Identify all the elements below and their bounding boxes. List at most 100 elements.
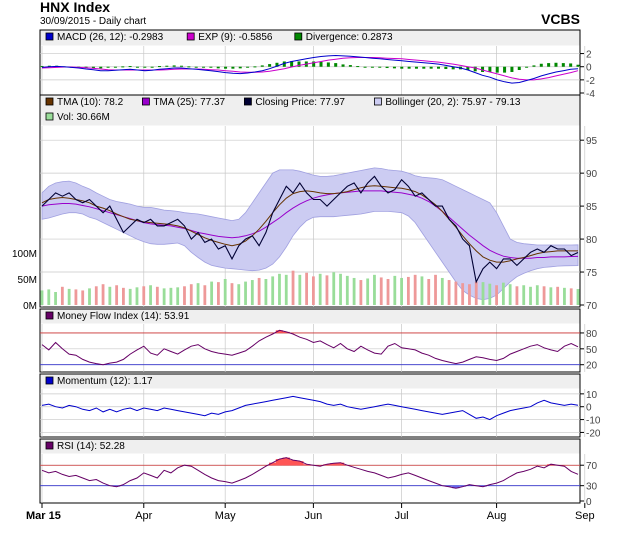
volume-bar — [400, 277, 403, 305]
rsi-overbought-fill — [282, 457, 290, 466]
volume-tick-label: 50M — [18, 275, 37, 286]
volume-bar — [162, 288, 166, 305]
macd-legend-label: MACD (26, 12): -0.2983 — [57, 32, 164, 43]
volume-bar — [318, 273, 322, 305]
divergence-bar — [334, 63, 338, 67]
price-legend-swatch — [141, 97, 150, 106]
x-tick-label: Jul — [395, 510, 409, 522]
volume-bar — [237, 284, 241, 305]
volume-bar — [203, 285, 207, 305]
rsi-overbought-fill — [289, 460, 297, 466]
volume-bar — [413, 274, 417, 305]
price-series-tma-10- — [41, 185, 578, 263]
rsi-legend-label: RSI (14): 52.28 — [57, 441, 125, 452]
volume-bar — [529, 286, 532, 305]
chart-title: HNX Index — [40, 0, 110, 15]
divergence-bar — [260, 65, 264, 67]
mfi-legend-swatch — [45, 311, 54, 320]
volume-bar — [142, 286, 146, 305]
panels: MACD (26, 12): -0.2983 EXP (9): -0.5856 Di… — [12, 29, 601, 508]
momentum-tick-label: 10 — [586, 390, 598, 401]
price-legend-label: Bollinger (20, 2): 75.97 - 79.13 — [385, 97, 521, 108]
divergence-bar — [407, 66, 411, 69]
divergence-bar — [297, 61, 301, 67]
volume-bar — [149, 285, 152, 305]
bollinger-band — [41, 167, 579, 301]
divergence-bar — [187, 66, 191, 68]
divergence-bar — [510, 66, 514, 72]
price-legend-label: Closing Price: 77.97 — [255, 97, 345, 108]
volume-bar — [88, 288, 91, 305]
price-tick-label: 75 — [586, 268, 598, 279]
volume-bar — [196, 283, 200, 305]
volume-bar — [74, 289, 78, 305]
divergence-bar — [150, 66, 154, 68]
volume-bar — [366, 278, 370, 305]
rsi-overbought-fill — [269, 462, 277, 466]
volume-bar — [386, 279, 390, 305]
rsi-oversold-fill — [458, 485, 467, 487]
divergence-bar — [290, 61, 294, 67]
divergence-bar — [157, 66, 161, 68]
volume-bar — [101, 284, 105, 305]
divergence-bar — [348, 65, 352, 67]
divergence-bar — [143, 66, 147, 68]
divergence-bar — [202, 66, 206, 68]
divergence-bar — [400, 66, 404, 69]
x-tick-label: Mar 15 — [26, 510, 61, 522]
volume-bar — [373, 274, 376, 305]
volume-bar — [434, 274, 437, 305]
macd-legend-label: EXP (9): -0.5856 — [198, 32, 273, 43]
divergence-bar — [532, 65, 536, 67]
macd-legend-label: Divergence: 0.2873 — [306, 32, 393, 43]
momentum-legend-label: Momentum (12): 1.17 — [57, 376, 153, 387]
volume-bar — [189, 284, 193, 305]
volume-bar — [115, 285, 119, 305]
volume-bar — [223, 279, 227, 305]
mfi-series-mfi — [41, 329, 579, 366]
volume-bar — [549, 287, 553, 305]
divergence-bar — [495, 66, 499, 73]
price-tick-label: 90 — [586, 169, 598, 180]
volume-bar — [47, 289, 51, 305]
macd-tick-label: -2 — [586, 76, 595, 87]
volume-bar — [278, 273, 281, 305]
divergence-bar — [99, 66, 103, 69]
volume-bar — [535, 285, 539, 305]
volume-bar — [81, 290, 85, 305]
price-legend-bg — [40, 95, 580, 126]
volume-bar — [298, 274, 302, 305]
volume-bar — [67, 288, 71, 305]
divergence-bar — [466, 66, 470, 70]
volume-bar — [339, 273, 342, 305]
volume-bar — [284, 274, 288, 305]
volume-bar — [447, 280, 451, 305]
divergence-bar — [91, 66, 95, 69]
volume-bar — [332, 272, 336, 305]
volume-bar — [488, 283, 492, 305]
divergence-bar — [341, 64, 345, 67]
volume-bar — [379, 277, 383, 305]
volume-bar — [311, 276, 315, 305]
price-tick-label: 85 — [586, 202, 598, 213]
divergence-bar — [319, 61, 323, 67]
rsi-oversold-fill — [445, 485, 453, 487]
rsi-overbought-fill — [296, 461, 304, 466]
divergence-bar — [488, 66, 492, 72]
x-tick-label: Aug — [487, 510, 507, 522]
x-tick-label: Jun — [305, 510, 323, 522]
volume-bar — [257, 277, 261, 305]
momentum-tick-label: -10 — [586, 416, 601, 427]
macd-panel: MACD (26, 12): -0.2983 EXP (9): -0.5856 Di… — [39, 29, 595, 100]
volume-bar — [440, 277, 444, 305]
divergence-bar — [473, 66, 477, 72]
divergence-bar — [392, 66, 396, 69]
mfi-legend-label: Money Flow Index (14): 53.91 — [57, 311, 190, 322]
divergence-bar — [106, 66, 110, 68]
momentum-tick-label: 0 — [586, 403, 592, 414]
volume-bar — [60, 286, 64, 305]
volume-bar — [427, 279, 431, 305]
price-panel: TMA (10): 78.2 TMA (25): 77.37 Closing Pri… — [12, 94, 598, 312]
divergence-bar — [561, 63, 565, 67]
